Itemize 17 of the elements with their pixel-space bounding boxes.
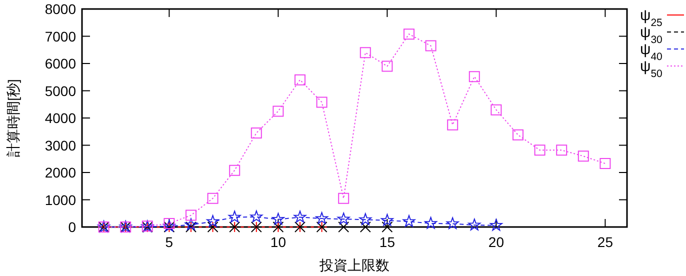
y-tick-label: 7000 [44, 28, 76, 44]
y-tick-label: 1000 [44, 192, 76, 208]
x-axis-title: 投資上限数 [318, 257, 390, 273]
x-tick-label: 10 [270, 234, 286, 250]
legend-label: ψ$_{25}$ [640, 7, 663, 29]
x-tick-label: 5 [165, 234, 174, 250]
y-tick-label: 2000 [44, 164, 76, 180]
x-tick-label: 20 [488, 234, 504, 250]
y-tick-label: 4000 [44, 110, 76, 126]
y-tick-label: 8000 [44, 1, 76, 17]
y-tick-label: 6000 [44, 56, 76, 72]
y-axis-title: 計算時間[秒] [5, 79, 21, 157]
x-tick-label: 25 [597, 234, 614, 250]
y-tick-label: 5000 [44, 82, 76, 99]
y-tick-label: 3000 [44, 137, 76, 154]
x-tick-label: 15 [379, 234, 396, 250]
y-tick-label: 0 [68, 219, 76, 235]
